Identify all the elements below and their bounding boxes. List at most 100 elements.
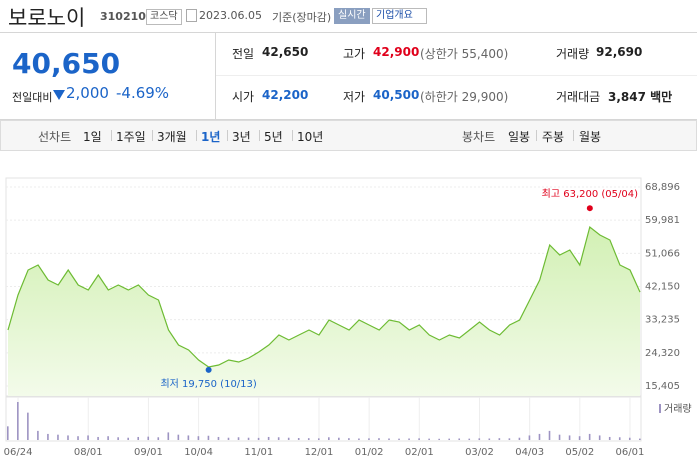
period-tab[interactable]: 3년 [232, 130, 251, 144]
volume-bar [608, 436, 611, 440]
volume-bar [317, 438, 320, 440]
company-dropdown[interactable]: 기업개요 [372, 8, 427, 24]
x-tick-label: 09/01 [134, 447, 163, 458]
x-tick-label: 02/01 [405, 447, 434, 458]
volume-bar [187, 435, 190, 440]
calendar-icon [186, 9, 197, 22]
volume-bar [17, 402, 19, 440]
period-tab[interactable]: 1일 [83, 130, 102, 144]
volume-bar [87, 435, 89, 440]
high-label: 최고 63,200 (05/04) [542, 188, 638, 200]
volume-bar [388, 438, 390, 440]
volume-bar [398, 438, 400, 440]
y-tick-label: 59,981 [645, 215, 680, 226]
volume-bar [508, 438, 511, 440]
tab-sep [536, 130, 537, 141]
tab-sep [227, 130, 228, 141]
volume-bar [27, 412, 29, 440]
period-tab[interactable]: 5년 [264, 130, 283, 144]
candle-tab[interactable]: 월봉 [579, 130, 602, 144]
volume-bar [368, 438, 370, 440]
low-label: 최저 19,750 (10/13) [160, 378, 256, 390]
quote-value: 42,650 [262, 45, 309, 59]
volume-bar [418, 438, 420, 440]
volume-bar [498, 438, 501, 440]
volume-bar [628, 437, 631, 440]
tab-group-label: 선차트 [38, 130, 72, 144]
volume-bar [558, 434, 561, 440]
volume-bar [287, 437, 290, 440]
chart-tabs: 선차트 1일 1주일 3개월 1년 3년 5년 10년 봉차트 일봉 주봉 월봉 [0, 120, 697, 151]
candle-tab[interactable]: 일봉 [508, 130, 531, 144]
volume-bar [378, 438, 380, 440]
low-marker [205, 366, 212, 373]
period-tab[interactable]: 1년 [201, 130, 221, 144]
period-tab[interactable]: 10년 [297, 130, 324, 144]
volume-bar [438, 438, 440, 440]
quote-label: 고가 [343, 47, 366, 61]
volume-bar [618, 437, 621, 440]
volume-bar [107, 436, 109, 440]
volume-frame [5, 396, 642, 442]
volume-bar [47, 433, 49, 440]
y-tick-label: 51,066 [645, 248, 680, 259]
x-tick-label: 05/02 [565, 447, 594, 458]
volume-bar [598, 435, 601, 440]
volume-bar [217, 436, 220, 440]
y-tick-label: 15,405 [645, 381, 680, 392]
volume-bar [227, 437, 230, 440]
area-fill [8, 227, 640, 396]
volume-bar [538, 433, 541, 440]
change: 2,000 [66, 84, 109, 102]
x-tick-label: 06/24 [4, 447, 33, 458]
volume-bar [448, 438, 450, 440]
quote-limit: (상한가 55,400) [420, 47, 509, 61]
volume-bar [247, 437, 250, 440]
x-tick-label: 12/01 [305, 447, 334, 458]
volume-bar [137, 436, 140, 440]
tab-sep [196, 130, 197, 141]
price: 40,650 [12, 47, 121, 80]
volume-bar [97, 436, 99, 440]
volume-legend-icon [659, 404, 661, 413]
x-tick-label: 03/02 [465, 447, 494, 458]
x-tick-label: 10/04 [184, 447, 213, 458]
volume-bar [257, 437, 260, 440]
quote-label: 시가 [232, 90, 255, 104]
quote-label: 거래대금 [556, 90, 601, 104]
x-tick-label: 01/02 [355, 447, 384, 458]
quote-value: 42,200 [262, 88, 309, 102]
divider [215, 33, 216, 119]
period-tab[interactable]: 1주일 [116, 130, 146, 144]
volume-bar [167, 432, 170, 440]
quote-value: 42,900 [373, 45, 420, 59]
quote-box: 40,650 전일대비 2,000 -4.69% 전일 42,650 고가 42,90… [0, 32, 697, 120]
volume-bar [147, 436, 150, 440]
x-tick-label: 11/01 [244, 447, 273, 458]
high-marker [586, 205, 593, 212]
stock-code: 310210 [100, 10, 146, 23]
volume-bar [307, 438, 310, 440]
volume-bar [358, 438, 360, 440]
tab-group-label: 봉차트 [462, 130, 496, 144]
volume-bar [127, 437, 129, 440]
period-tab[interactable]: 3개월 [157, 130, 187, 144]
volume-bar [57, 434, 59, 440]
volume-bar [588, 433, 591, 440]
basis: 기준(장마감) [272, 11, 332, 24]
tab-sep [152, 130, 153, 141]
volume-bar [207, 435, 210, 440]
y-tick-label: 68,896 [645, 182, 680, 193]
volume-bar [328, 437, 330, 440]
quote-limit: (하한가 29,900) [420, 90, 509, 104]
volume-bar [478, 438, 481, 440]
x-tick-label: 06/01 [616, 447, 645, 458]
volume-bar [518, 437, 521, 440]
realtime-button[interactable]: 실시간 [334, 8, 370, 24]
volume-bar [7, 426, 9, 440]
candle-tab[interactable]: 주봉 [542, 130, 565, 144]
volume-bar [67, 435, 69, 440]
volume-bar [338, 437, 340, 440]
tab-sep [111, 130, 112, 141]
volume-bar [348, 438, 350, 440]
